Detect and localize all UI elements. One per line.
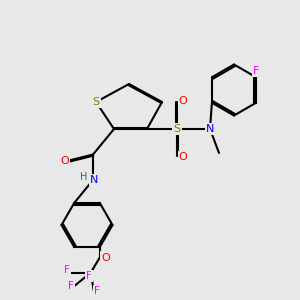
- Text: O: O: [101, 253, 110, 262]
- Text: H: H: [80, 172, 88, 182]
- Text: F: F: [68, 281, 74, 291]
- Text: F: F: [253, 66, 259, 76]
- Text: N: N: [90, 175, 99, 185]
- Text: S: S: [173, 124, 181, 134]
- Text: S: S: [92, 97, 100, 107]
- Text: F: F: [94, 286, 100, 296]
- Text: F: F: [86, 271, 92, 281]
- Text: O: O: [178, 152, 188, 163]
- Text: N: N: [206, 124, 214, 134]
- Text: O: O: [60, 155, 69, 166]
- Text: O: O: [178, 95, 188, 106]
- Text: F: F: [64, 265, 70, 275]
